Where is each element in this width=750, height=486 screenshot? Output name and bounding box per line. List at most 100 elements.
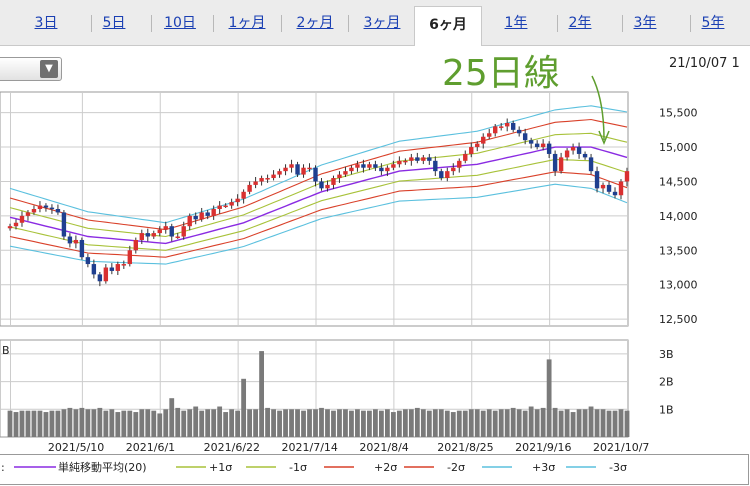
volume-bar	[283, 409, 288, 437]
sma-annotation: 25日線	[442, 53, 560, 94]
candle-up	[163, 226, 168, 230]
candle-down	[582, 153, 588, 158]
volume-bar	[103, 410, 109, 437]
candle-down	[49, 207, 55, 210]
volume-bar	[349, 410, 354, 437]
volume-bar	[564, 409, 570, 437]
volume-bar	[504, 409, 510, 437]
period-tab-bar: 3日 5日 10日 1ヶ月 2ヶ月 3ヶ月 6ヶ月 1年 2年 3年 5年	[0, 0, 750, 46]
candle-up	[349, 167, 354, 172]
annotation-arrowhead	[598, 130, 610, 145]
volume-bar	[199, 410, 205, 437]
candle-down	[61, 212, 67, 237]
tab-3[interactable]: 10日	[164, 15, 196, 31]
volume-bar	[402, 409, 408, 437]
volume-bar	[546, 359, 552, 437]
tab-11[interactable]: 5年	[701, 15, 725, 31]
price-tick-label: 12,500	[659, 313, 698, 326]
date-time-label: 21/10/07 1	[669, 56, 740, 71]
candle-up	[451, 167, 456, 172]
volume-bar	[534, 409, 540, 437]
volume-bar	[408, 409, 414, 437]
volume-bar	[462, 410, 468, 437]
candle-down	[552, 153, 558, 172]
legend-item-label: -1σ	[289, 461, 307, 474]
date-tick-label: 2021/8/25	[437, 441, 493, 454]
candle-down	[439, 171, 444, 179]
candle-up	[211, 209, 216, 216]
candle-up	[13, 222, 19, 227]
volume-bar	[181, 410, 187, 437]
volume-bar	[169, 398, 175, 437]
volume-bar	[384, 409, 390, 437]
candle-up	[235, 198, 240, 203]
indicator-dropdown[interactable]: ▼	[0, 57, 62, 81]
volume-bar	[217, 406, 223, 437]
candle-up	[73, 239, 79, 244]
volume-bar	[367, 410, 372, 437]
band-plus-3-sigma	[9, 105, 628, 224]
candle-up	[247, 184, 252, 192]
candle-up	[223, 205, 228, 208]
volume-bar	[396, 410, 402, 437]
legend-item-label: +3σ	[532, 461, 555, 474]
volume-bar	[259, 351, 264, 437]
candle-up	[103, 267, 109, 282]
tab-4[interactable]: 1ヶ月	[228, 15, 266, 31]
candle-up	[265, 178, 270, 180]
tab-separator	[622, 15, 623, 32]
tab-separator	[690, 15, 691, 32]
tab-2[interactable]: 5日	[102, 15, 126, 31]
candle-down	[594, 171, 600, 189]
tab-separator	[91, 15, 92, 32]
date-tick-label: 2021/7/14	[282, 441, 338, 454]
tab-1[interactable]: 3日	[34, 15, 58, 31]
tab-9[interactable]: 2年	[568, 15, 592, 31]
volume-bar	[313, 409, 318, 437]
price-tick-label: 15,500	[659, 107, 698, 120]
candle-up	[367, 164, 372, 168]
candle-down	[91, 264, 97, 275]
volume-bar	[432, 409, 438, 437]
price-tick-label: 13,500	[659, 244, 698, 257]
legend-prefix: :	[1, 461, 5, 474]
candle-down	[295, 164, 300, 175]
candle-down	[379, 167, 384, 172]
volume-bar	[31, 410, 37, 437]
price-tick-label: 15,000	[659, 141, 698, 154]
volume-bar	[331, 410, 336, 437]
volume-bar	[588, 406, 594, 437]
tab-8[interactable]: 1年	[504, 15, 528, 31]
tab-5[interactable]: 2ヶ月	[296, 15, 334, 31]
volume-tick-label: 1B	[659, 403, 674, 416]
volume-bar	[43, 412, 49, 437]
chevron-down-icon[interactable]: ▼	[40, 60, 58, 78]
volume-bar	[468, 409, 474, 437]
candle-down	[313, 167, 318, 182]
legend-item-label: -2σ	[447, 461, 465, 474]
volume-bar	[600, 409, 606, 437]
candle-down	[534, 143, 540, 148]
volume-bar	[301, 410, 306, 437]
tab-7[interactable]: 6ヶ月	[414, 6, 482, 46]
volume-bar	[337, 409, 342, 437]
candle-up	[558, 157, 564, 172]
candle-up	[487, 133, 492, 137]
candle-down	[516, 129, 522, 134]
tab-10[interactable]: 3年	[633, 15, 657, 31]
candle-up	[217, 205, 222, 209]
candle-down	[55, 209, 61, 213]
candle-up	[463, 153, 468, 161]
candle-up	[133, 239, 138, 251]
candle-up	[157, 229, 162, 234]
tab-6[interactable]: 3ヶ月	[363, 15, 401, 31]
candle-up	[385, 167, 390, 172]
candle-up	[25, 212, 31, 216]
candle-up	[355, 164, 360, 168]
candle-up	[139, 233, 144, 240]
volume-bar	[420, 409, 426, 437]
volume-bar	[265, 407, 270, 437]
volume-bar	[319, 407, 324, 437]
candle-down	[373, 164, 378, 168]
